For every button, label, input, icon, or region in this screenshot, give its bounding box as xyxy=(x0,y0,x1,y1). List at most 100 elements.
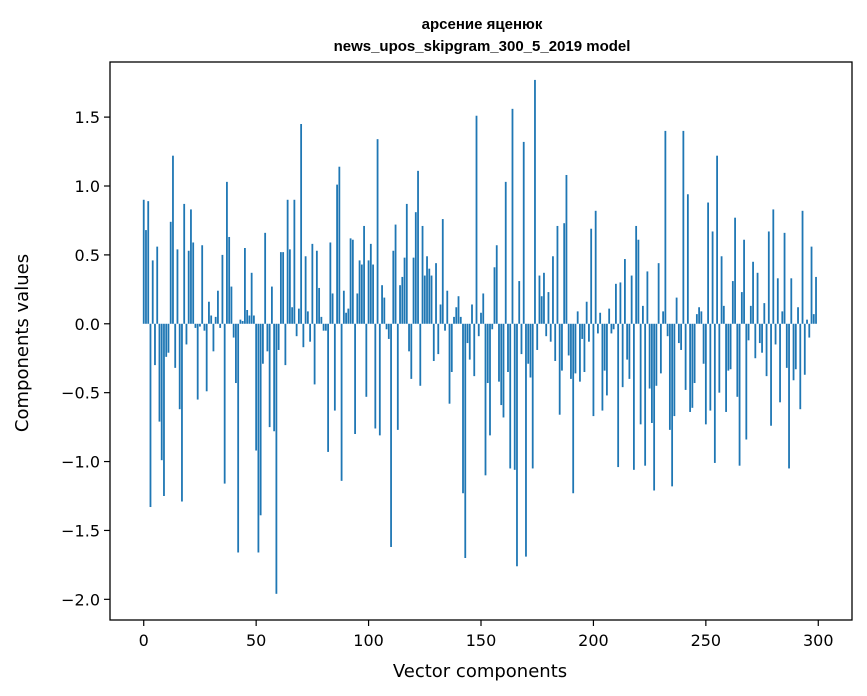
bar xyxy=(185,323,188,345)
bar xyxy=(754,323,757,359)
bar xyxy=(396,323,399,430)
bar xyxy=(322,323,325,331)
bar xyxy=(615,283,617,324)
bar xyxy=(381,285,383,324)
bar xyxy=(336,184,338,324)
bar xyxy=(538,275,541,324)
bar xyxy=(464,323,467,558)
bar xyxy=(531,323,534,469)
bar xyxy=(457,296,460,324)
bar xyxy=(338,166,341,324)
bar xyxy=(527,323,530,364)
bar xyxy=(749,305,752,324)
bar xyxy=(394,224,397,324)
bar xyxy=(154,323,156,366)
bar xyxy=(250,272,253,324)
bar xyxy=(540,296,543,324)
bar xyxy=(212,323,215,352)
bar xyxy=(167,323,170,353)
bar xyxy=(151,260,154,324)
bar xyxy=(273,323,276,432)
bar xyxy=(516,323,518,567)
bar xyxy=(374,323,377,429)
bar xyxy=(196,323,199,400)
bar xyxy=(421,225,424,324)
bar xyxy=(448,323,451,404)
bar xyxy=(675,297,678,324)
bar xyxy=(812,314,815,324)
bar xyxy=(606,323,608,396)
bar xyxy=(302,323,305,348)
bar xyxy=(181,323,183,502)
bar xyxy=(799,323,802,410)
bar xyxy=(208,301,210,324)
bar xyxy=(192,242,195,324)
bar xyxy=(815,276,817,324)
bar xyxy=(293,199,296,324)
y-tick-label: −0.5 xyxy=(61,384,100,403)
bar xyxy=(772,209,775,324)
bar xyxy=(792,323,795,381)
bar xyxy=(473,323,476,377)
x-tick-label: 150 xyxy=(466,631,497,650)
bar xyxy=(716,155,718,324)
bar xyxy=(491,323,494,330)
bar xyxy=(610,323,613,334)
bar xyxy=(763,303,766,324)
bar xyxy=(664,130,667,324)
bar xyxy=(149,323,152,508)
bar xyxy=(682,130,685,324)
bar xyxy=(356,293,359,324)
bar xyxy=(428,268,431,324)
bar xyxy=(297,308,300,324)
bar xyxy=(441,219,444,324)
bar xyxy=(543,272,545,324)
bar xyxy=(235,323,237,384)
bar xyxy=(266,323,269,352)
bar xyxy=(261,323,264,364)
bar xyxy=(414,212,417,324)
bar xyxy=(722,305,725,324)
bar xyxy=(248,315,251,324)
bar xyxy=(788,323,790,469)
bar xyxy=(430,275,433,324)
bar xyxy=(711,231,714,324)
bar xyxy=(462,323,464,494)
bar xyxy=(563,223,566,324)
bar xyxy=(756,272,759,324)
bar xyxy=(637,239,640,324)
bar xyxy=(392,250,395,324)
bar xyxy=(163,323,165,496)
bar xyxy=(565,174,568,324)
bar xyxy=(439,304,442,324)
bar xyxy=(349,238,352,324)
bar xyxy=(320,316,323,324)
bar xyxy=(160,323,163,461)
bar xyxy=(383,297,386,324)
bar xyxy=(183,203,186,324)
bar xyxy=(511,108,514,324)
bar xyxy=(426,256,428,324)
bar xyxy=(504,181,507,324)
bar xyxy=(486,323,489,384)
bar xyxy=(230,286,233,324)
bar xyxy=(277,323,280,350)
bar xyxy=(446,290,449,324)
bar xyxy=(646,271,649,324)
y-tick-label: −2.0 xyxy=(61,590,100,609)
bar xyxy=(626,323,629,360)
bar xyxy=(270,286,273,324)
bar xyxy=(583,323,586,372)
y-tick-label: 1.0 xyxy=(75,177,100,196)
bar xyxy=(590,228,593,324)
bar xyxy=(648,323,651,389)
y-tick-label: −1.5 xyxy=(61,521,100,540)
bar xyxy=(372,264,374,324)
bar xyxy=(594,210,597,324)
bar xyxy=(698,307,701,324)
bar xyxy=(304,256,307,324)
bar xyxy=(810,246,813,324)
bar xyxy=(286,199,289,324)
bar xyxy=(632,323,635,470)
